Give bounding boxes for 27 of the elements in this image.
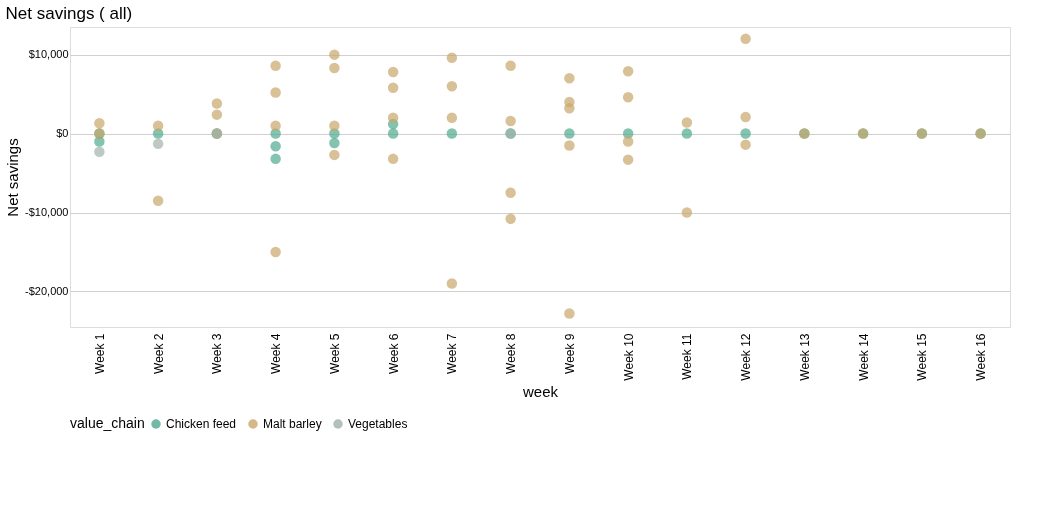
y-tick-label: -$20,000 — [25, 284, 69, 297]
x-tick-label: Week 1 — [92, 333, 107, 374]
x-axis-title: week — [521, 382, 559, 400]
x-tick-label: Week 4 — [269, 333, 284, 374]
y-tick-label: -$10,000 — [25, 206, 69, 219]
legend-label: Vegetables — [348, 417, 408, 431]
x-tick-label: Week 3 — [210, 333, 225, 374]
y-axis-title: Net savings — [4, 138, 22, 217]
x-tick-label: Week 8 — [504, 333, 519, 374]
x-tick-label: Week 14 — [856, 333, 871, 381]
x-tick-label: Week 5 — [327, 333, 342, 374]
legend-label: Chicken feed — [166, 417, 237, 431]
x-tick-label: Week 2 — [151, 333, 166, 374]
x-tick-label: Week 11 — [680, 333, 695, 380]
x-tick-label: Week 6 — [386, 333, 401, 374]
x-tick-label: Week 10 — [621, 333, 636, 381]
y-tick-label: $0 — [56, 127, 69, 140]
y-tick-label: $10,000 — [28, 48, 69, 61]
x-tick-label: Week 15 — [915, 333, 930, 381]
x-tick-label: Week 7 — [445, 333, 460, 374]
legend-label: Malt barley — [263, 417, 322, 431]
chart-title: Net savings ( all) — [5, 4, 133, 23]
x-tick-label: Week 9 — [562, 333, 577, 374]
x-tick-label: Week 13 — [797, 333, 812, 381]
x-tick-label: Week 16 — [974, 333, 989, 381]
legend-title: value_chain — [70, 415, 145, 431]
x-tick-label: Week 12 — [739, 333, 754, 381]
